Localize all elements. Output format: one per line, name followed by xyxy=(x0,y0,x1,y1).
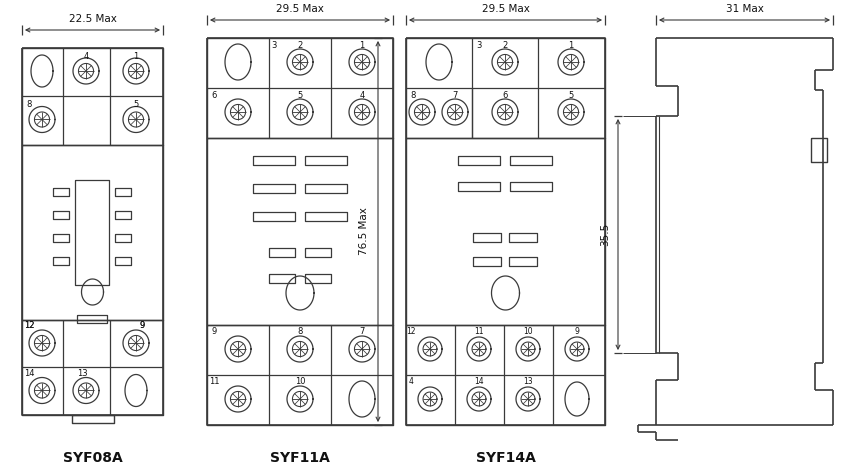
Text: 6: 6 xyxy=(503,90,508,99)
Text: 12: 12 xyxy=(24,322,34,331)
Text: 5: 5 xyxy=(133,100,138,109)
Text: 10: 10 xyxy=(523,327,533,336)
Text: 8: 8 xyxy=(297,327,303,336)
Text: SYF14A: SYF14A xyxy=(475,451,536,465)
Text: 11: 11 xyxy=(209,377,219,386)
Text: 9: 9 xyxy=(575,327,579,336)
Text: SYF08A: SYF08A xyxy=(63,451,122,465)
Text: 12: 12 xyxy=(24,321,34,330)
Text: 10: 10 xyxy=(295,377,306,386)
Text: 8: 8 xyxy=(410,90,416,99)
Text: 8: 8 xyxy=(26,100,31,109)
Text: 31 Max: 31 Max xyxy=(726,4,763,14)
Text: 9: 9 xyxy=(211,327,216,336)
Text: 3: 3 xyxy=(272,41,277,50)
Text: 13: 13 xyxy=(76,369,87,378)
Text: 2: 2 xyxy=(297,41,302,50)
Text: 14: 14 xyxy=(475,377,484,386)
Text: 76.5 Max: 76.5 Max xyxy=(359,208,369,255)
Text: 13: 13 xyxy=(523,377,533,386)
Text: 5: 5 xyxy=(568,90,574,99)
Text: 9: 9 xyxy=(139,322,144,331)
Text: 7: 7 xyxy=(359,327,365,336)
Text: 22.5 Max: 22.5 Max xyxy=(69,14,116,24)
Text: 3: 3 xyxy=(476,41,481,50)
Text: 29.5 Max: 29.5 Max xyxy=(481,4,530,14)
Text: 35.5: 35.5 xyxy=(600,223,610,246)
Text: 6: 6 xyxy=(211,90,216,99)
Text: 7: 7 xyxy=(453,90,458,99)
Text: 5: 5 xyxy=(297,90,302,99)
Text: 4: 4 xyxy=(83,52,88,61)
Text: 4: 4 xyxy=(359,90,364,99)
Text: 14: 14 xyxy=(24,369,34,378)
Text: 2: 2 xyxy=(503,41,508,50)
Text: 29.5 Max: 29.5 Max xyxy=(276,4,324,14)
Text: 1: 1 xyxy=(568,41,574,50)
Text: 1: 1 xyxy=(133,52,138,61)
Text: SYF11A: SYF11A xyxy=(270,451,330,465)
Text: 1: 1 xyxy=(359,41,364,50)
Text: 4: 4 xyxy=(408,377,413,386)
Text: 9: 9 xyxy=(139,321,144,330)
Text: 12: 12 xyxy=(407,327,416,336)
Text: 11: 11 xyxy=(475,327,484,336)
